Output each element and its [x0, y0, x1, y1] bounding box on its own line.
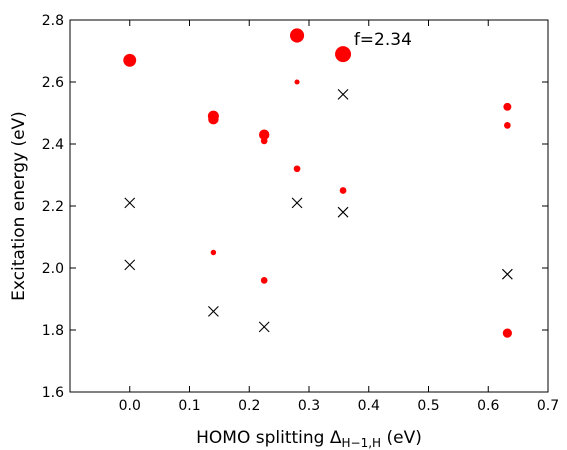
data-point-circle — [502, 328, 512, 338]
data-point-cross — [124, 197, 136, 209]
data-point-circle — [210, 249, 217, 256]
cross-stroke — [337, 206, 349, 218]
data-point-circle — [289, 28, 305, 43]
y-axis-label: Excitation energy (eV) — [9, 111, 29, 301]
data-point-cross — [337, 89, 349, 100]
x-label-unit: (eV) — [381, 428, 422, 448]
cross-stroke — [208, 306, 219, 317]
y-tick-label: 2.2 — [42, 199, 64, 215]
cross-stroke — [258, 321, 270, 333]
cross-stroke — [337, 89, 349, 100]
data-point-circle — [260, 137, 268, 145]
data-point-cross — [124, 259, 136, 271]
data-point-cross — [208, 306, 219, 317]
data-point-cross — [258, 321, 270, 333]
data-point-cross — [501, 268, 513, 280]
axis-ticks: 0.0 0.1 0.2 0.3 0.4 0.5 0.6 0.7 1.6 1.8 2.0 2.2 2.4 2… — [42, 13, 559, 414]
y-tick-label: 2.0 — [42, 261, 64, 277]
data-point-cross — [337, 206, 349, 218]
cross-stroke — [501, 268, 513, 280]
data-point-circle — [208, 113, 219, 125]
x-tick-label: 0.1 — [178, 398, 200, 414]
y-tick-label: 1.6 — [42, 385, 64, 401]
x-label-subscript: H−1,H — [342, 436, 382, 450]
y-tick-label: 1.8 — [42, 323, 64, 339]
x-tick-label: 0.2 — [238, 398, 260, 414]
data-point-circle — [258, 129, 270, 140]
annotations: f=2.34 — [354, 30, 412, 50]
x-label-main: HOMO splitting Δ — [196, 428, 342, 448]
x-tick-label: 0.7 — [537, 398, 559, 414]
data-point-circle — [503, 102, 512, 111]
data-points — [123, 28, 513, 338]
data-point-circle — [335, 46, 352, 63]
x-tick-label: 0.4 — [358, 398, 380, 414]
x-axis-label: HOMO splitting ΔH−1,H (eV) — [196, 428, 422, 450]
y-tick-label: 2.6 — [42, 75, 64, 91]
data-point-circle — [293, 165, 301, 173]
x-tick-label: 0.5 — [417, 398, 439, 414]
annotation-label: f=2.34 — [354, 30, 412, 50]
data-point-circle — [504, 122, 511, 129]
y-tick-label: 2.8 — [42, 13, 64, 29]
cross-stroke — [124, 259, 136, 271]
cross-stroke — [291, 197, 303, 209]
y-tick-label: 2.4 — [42, 137, 64, 153]
data-point-cross — [291, 197, 303, 209]
data-point-circle — [260, 277, 268, 284]
data-point-circle — [294, 79, 300, 85]
data-point-circle — [339, 187, 347, 194]
x-tick-label: 0.0 — [119, 398, 141, 414]
x-tick-label: 0.6 — [477, 398, 499, 414]
cross-stroke — [124, 197, 136, 209]
plot-frame — [69, 19, 549, 393]
data-point-circle — [123, 53, 137, 67]
x-tick-label: 0.3 — [298, 398, 320, 414]
